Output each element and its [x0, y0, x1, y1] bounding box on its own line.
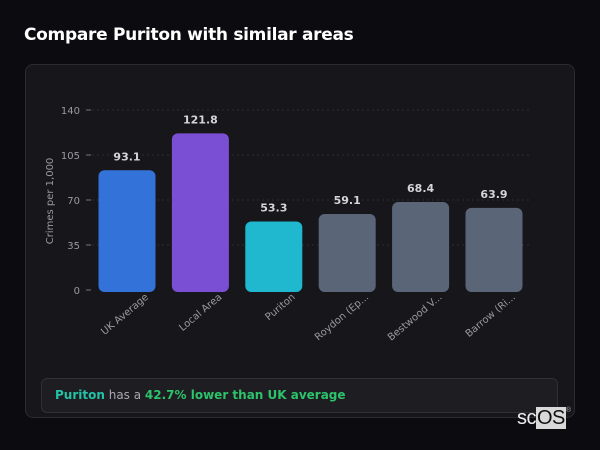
x-tick-label: Puriton [263, 292, 297, 323]
y-tick-label: 105 [61, 151, 80, 162]
scos-logo: scOS® [517, 407, 571, 429]
y-tick-label: 0 [74, 286, 80, 297]
y-tick-label: 35 [67, 241, 80, 252]
y-axis-label: Crimes per 1,000 [45, 158, 56, 245]
x-tick-label: Roydon (Ep... [313, 292, 371, 343]
y-tick-label: 140 [61, 106, 80, 117]
x-tick-label: UK Average [99, 292, 151, 338]
data-label: 68.4 [407, 182, 434, 195]
x-tick-label: Barrow (Ri... [464, 292, 518, 340]
page-title: Compare Puriton with similar areas [24, 25, 354, 45]
summary-text: has a [104, 388, 145, 402]
x-tick-label: Local Area [177, 292, 224, 334]
summary-place: Puriton [55, 388, 105, 402]
x-tick-label: Bestwood V... [386, 292, 445, 344]
summary-box: Puriton has a 42.7% lower than UK averag… [41, 378, 558, 413]
bar [245, 221, 303, 292]
data-label: 53.3 [260, 201, 287, 214]
data-label: 63.9 [480, 188, 507, 201]
bar [318, 214, 376, 292]
data-label: 93.1 [113, 150, 140, 163]
bar [465, 207, 523, 292]
data-label: 121.8 [183, 113, 218, 126]
data-label: 59.1 [334, 194, 361, 207]
bar [392, 202, 450, 292]
bar [171, 133, 229, 292]
y-tick-label: 70 [67, 196, 80, 207]
summary-highlight: 42.7% lower than UK average [144, 388, 346, 402]
bar [98, 170, 156, 292]
